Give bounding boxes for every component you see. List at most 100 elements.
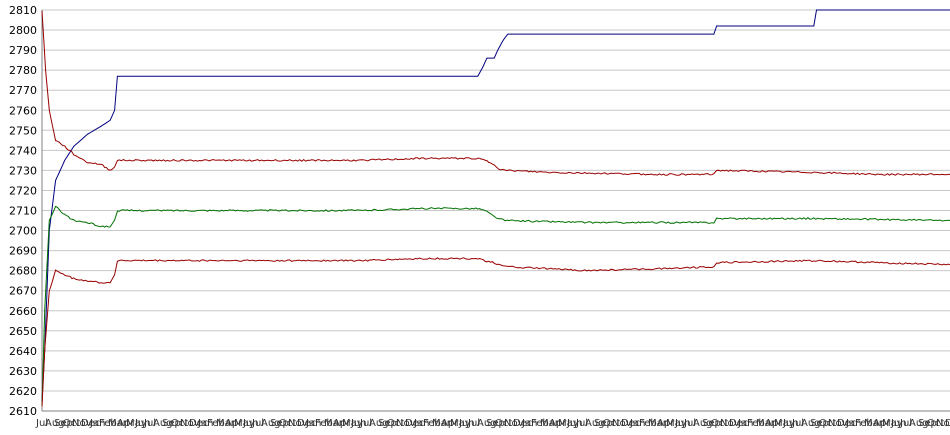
x-tick-label: Jul: [251, 418, 264, 429]
y-tick-label: 2760: [9, 104, 37, 117]
x-tick-label: Jun: [566, 418, 583, 429]
y-tick-label: 2800: [9, 24, 37, 37]
x-tick-label: Nov: [936, 418, 950, 429]
x-tick-label: Jul: [683, 418, 696, 429]
x-tick-label: Feb: [315, 418, 333, 429]
x-tick-label: Nov: [828, 418, 848, 429]
y-tick-label: 2720: [9, 184, 37, 197]
x-tick-label: Jan: [629, 418, 645, 429]
x-tick-label: Jun: [350, 418, 367, 429]
x-tick-label: Aug: [585, 418, 605, 429]
x-tick-label: Jul: [575, 418, 588, 429]
x-tick-label: Jul: [35, 418, 48, 429]
x-tick-label: Jul: [791, 418, 804, 429]
y-tick-label: 2680: [9, 265, 37, 278]
y-tick-label: 2630: [9, 365, 37, 378]
x-tick-label: Aug: [477, 418, 497, 429]
x-tick-label: Dec: [945, 418, 950, 429]
x-tick-label: Dec: [621, 418, 640, 429]
x-tick-label: Mar: [432, 418, 452, 429]
x-tick-label: Jan: [737, 418, 753, 429]
x-tick-label: Feb: [207, 418, 225, 429]
y-tick-label: 2670: [9, 285, 37, 298]
series-lines: [41, 9, 950, 407]
x-tick-label: May: [558, 418, 579, 429]
series-line-3: [41, 205, 950, 407]
x-tick-label: Jun: [890, 418, 907, 429]
x-tick-label: Feb: [99, 418, 117, 429]
x-tick-label: Aug: [693, 418, 713, 429]
x-tick-label: Sep: [270, 418, 289, 429]
x-tick-label: Aug: [369, 418, 389, 429]
y-tick-label: 2730: [9, 164, 37, 177]
x-tick-label: Jul: [467, 418, 480, 429]
x-tick-label: Oct: [171, 418, 188, 429]
x-tick-label: Oct: [495, 418, 512, 429]
x-tick-label: Jun: [458, 418, 475, 429]
x-tick-label: Mar: [324, 418, 344, 429]
y-tick-label: 2700: [9, 225, 37, 238]
x-tick-label: Jun: [674, 418, 691, 429]
x-tick-label: Jan: [413, 418, 429, 429]
y-tick-label: 2740: [9, 144, 37, 157]
x-tick-label: Jan: [197, 418, 213, 429]
x-tick-label: Feb: [531, 418, 549, 429]
x-tick-label: Aug: [801, 418, 821, 429]
x-tick-label: Jan: [305, 418, 321, 429]
x-tick-label: Oct: [819, 418, 836, 429]
x-tick-label: Oct: [711, 418, 728, 429]
y-tick-label: 2660: [9, 305, 37, 318]
x-tick-label: Apr: [873, 418, 891, 429]
x-tick-label: Jul: [359, 418, 372, 429]
x-tick-label: Dec: [405, 418, 424, 429]
x-tick-label: May: [234, 418, 255, 429]
x-tick-label: Dec: [729, 418, 748, 429]
y-tick-labels: 2610 2620 2630 2640 2650 2660 2670 2680 2690 2700…: [9, 4, 37, 418]
x-tick-labels: JulAugSepOctNovDecJanFebMarAprMayJunJulA…: [35, 418, 950, 429]
x-tick-label: Sep: [702, 418, 721, 429]
x-tick-label: Jan: [845, 418, 861, 429]
x-tick-label: May: [774, 418, 795, 429]
x-tick-label: Jul: [143, 418, 156, 429]
y-tick-label: 2690: [9, 245, 37, 258]
series-line-1: [41, 9, 950, 402]
x-tick-label: Nov: [288, 418, 308, 429]
x-tick-label: Sep: [54, 418, 73, 429]
x-tick-label: Aug: [909, 418, 929, 429]
x-tick-label: Dec: [189, 418, 208, 429]
x-tick-label: Sep: [486, 418, 505, 429]
x-tick-label: May: [450, 418, 471, 429]
x-tick-label: Aug: [153, 418, 173, 429]
x-tick-label: Feb: [855, 418, 873, 429]
y-tick-label: 2650: [9, 325, 37, 338]
x-tick-label: Mar: [108, 418, 128, 429]
y-tick-label: 2810: [9, 4, 37, 17]
x-tick-label: Oct: [63, 418, 80, 429]
x-tick-label: Apr: [549, 418, 567, 429]
x-tick-label: Apr: [765, 418, 783, 429]
y-tick-label: 2750: [9, 124, 37, 137]
x-tick-label: Aug: [45, 418, 65, 429]
x-tick-label: Apr: [657, 418, 675, 429]
y-tick-label: 2710: [9, 205, 37, 218]
x-tick-label: Dec: [81, 418, 100, 429]
gridlines: [42, 9, 950, 412]
x-tick-label: Mar: [216, 418, 236, 429]
x-tick-label: Mar: [540, 418, 560, 429]
x-tick-label: Dec: [513, 418, 532, 429]
y-tick-label: 2610: [9, 405, 37, 418]
x-tick-label: Jul: [899, 418, 912, 429]
x-tick-label: Oct: [603, 418, 620, 429]
x-tick-label: May: [126, 418, 147, 429]
x-tick-label: Feb: [747, 418, 765, 429]
x-tick-label: Sep: [594, 418, 613, 429]
x-tick-label: May: [666, 418, 687, 429]
x-tick-label: Apr: [333, 418, 351, 429]
x-tick-label: May: [342, 418, 363, 429]
x-tick-label: Nov: [180, 418, 200, 429]
x-tick-label: Mar: [756, 418, 776, 429]
x-tick-label: Apr: [225, 418, 243, 429]
x-tick-label: Nov: [504, 418, 524, 429]
x-tick-label: Nov: [720, 418, 740, 429]
